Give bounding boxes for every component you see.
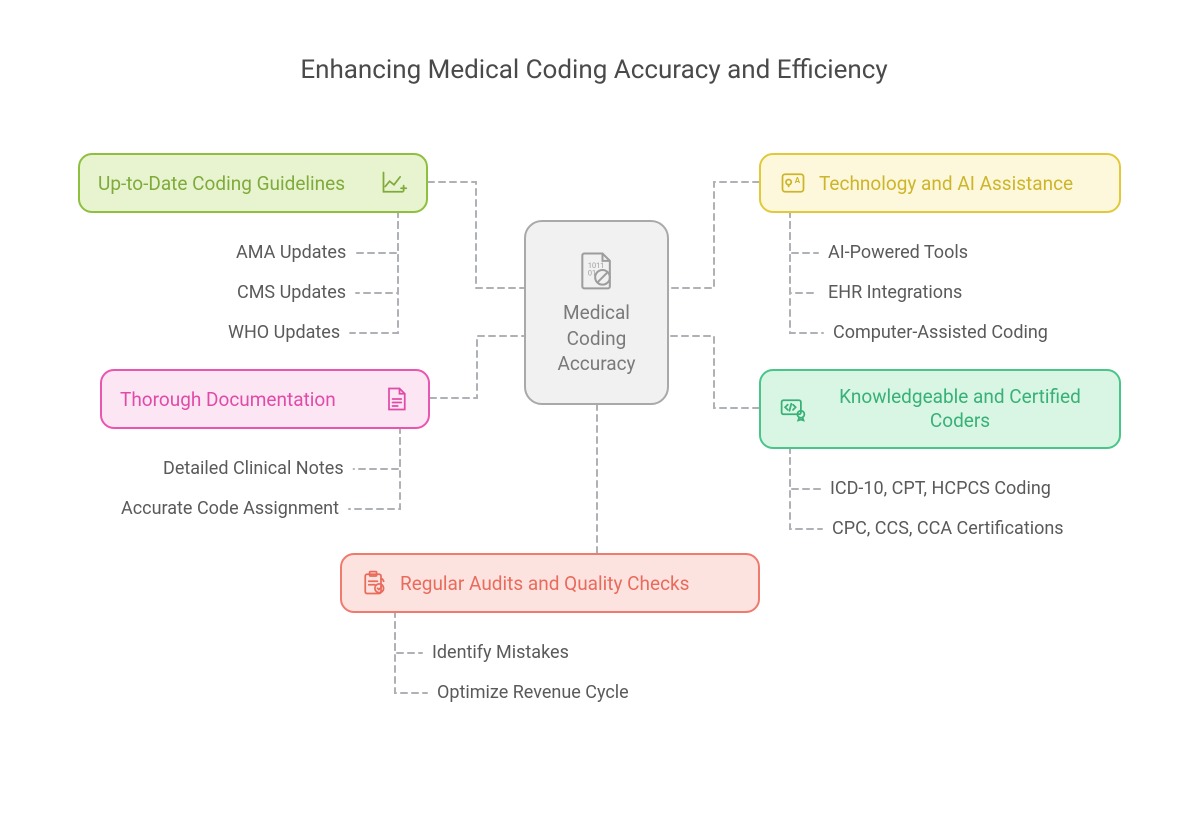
center-label: Medical Coding Accuracy bbox=[557, 300, 635, 377]
page-title: Enhancing Medical Coding Accuracy and Ef… bbox=[0, 55, 1188, 85]
document-icon bbox=[382, 385, 410, 413]
subitem: Optimize Revenue Cycle bbox=[437, 682, 629, 703]
center-node: 1011 01 Medical Coding Accuracy bbox=[524, 220, 669, 405]
file-binary-icon: 1011 01 bbox=[575, 248, 619, 292]
branch-label: Technology and AI Assistance bbox=[819, 172, 1101, 195]
subitem: EHR Integrations bbox=[828, 282, 962, 303]
branch-label: Thorough Documentation bbox=[120, 388, 370, 411]
clipboard-check-icon bbox=[360, 569, 388, 597]
subitem: WHO Updates bbox=[228, 322, 340, 343]
subitem: Accurate Code Assignment bbox=[121, 498, 339, 519]
code-badge-icon bbox=[779, 395, 807, 423]
chart-plus-icon bbox=[380, 169, 408, 197]
subitem: Identify Mistakes bbox=[432, 642, 569, 663]
subitem: CMS Updates bbox=[237, 282, 346, 303]
branch-label: Regular Audits and Quality Checks bbox=[400, 572, 740, 595]
branch-coders: Knowledgeable and Certified Coders bbox=[759, 369, 1121, 449]
subitem: AI-Powered Tools bbox=[828, 242, 968, 263]
branch-technology: A Technology and AI Assistance bbox=[759, 153, 1121, 213]
branch-audits: Regular Audits and Quality Checks bbox=[340, 553, 760, 613]
branch-label: Up-to-Date Coding Guidelines bbox=[98, 172, 368, 195]
subitem: AMA Updates bbox=[236, 242, 346, 263]
branch-label: Knowledgeable and Certified Coders bbox=[819, 385, 1101, 433]
diagram-canvas: Enhancing Medical Coding Accuracy and Ef… bbox=[0, 0, 1188, 828]
subitem: Computer-Assisted Coding bbox=[833, 322, 1048, 343]
branch-documentation: Thorough Documentation bbox=[100, 369, 430, 429]
ai-badge-icon: A bbox=[779, 169, 807, 197]
subitem: ICD-10, CPT, HCPCS Coding bbox=[830, 478, 1051, 499]
svg-text:A: A bbox=[795, 176, 801, 185]
subitem: CPC, CCS, CCA Certifications bbox=[832, 518, 1064, 539]
branch-guidelines: Up-to-Date Coding Guidelines bbox=[78, 153, 428, 213]
subitem: Detailed Clinical Notes bbox=[163, 458, 344, 479]
